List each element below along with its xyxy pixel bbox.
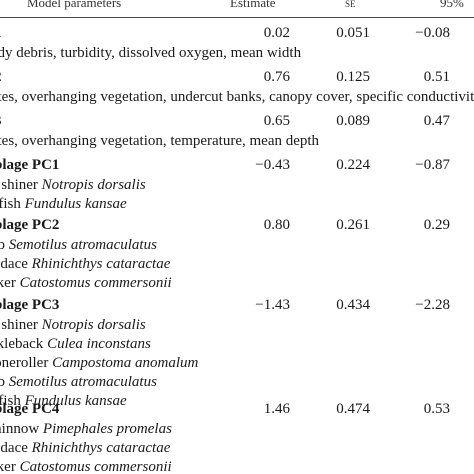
row-ci: −2.28 bbox=[415, 297, 450, 313]
species-line: lifish Fundulus kansae bbox=[0, 392, 127, 410]
row-description: ytes, overhanging vegetation, temperatur… bbox=[0, 133, 320, 149]
row-se: 0.051 bbox=[336, 25, 370, 41]
row-ci: 0.53 bbox=[423, 401, 450, 417]
row-ci: 0.47 bbox=[423, 113, 450, 129]
species-latin-name: Rhinichthys cataractae bbox=[31, 256, 171, 272]
row-ci: −0.87 bbox=[415, 157, 450, 173]
species-line: lifish Fundulus kansae bbox=[0, 195, 127, 213]
row-estimate: 0.76 bbox=[263, 69, 290, 85]
species-common-name: minnow bbox=[0, 421, 40, 437]
species-latin-name: Semotilus atromaculatus bbox=[8, 237, 157, 253]
species-line: e dace Rhinichthys cataractae bbox=[0, 255, 170, 273]
species-common-name: ckleback bbox=[0, 336, 44, 352]
row-name: 3 bbox=[0, 112, 2, 130]
species-latin-name: Notropis dorsalis bbox=[41, 317, 146, 333]
row-name: blage PC1 bbox=[0, 157, 60, 173]
row-ci: −0.08 bbox=[415, 25, 450, 41]
row-name: blage PC4 bbox=[0, 401, 60, 417]
species-latin-name: Semotilus atromaculatus bbox=[8, 374, 157, 390]
species-common-name: n shiner bbox=[0, 177, 38, 193]
header-se: se bbox=[345, 0, 356, 10]
header-ci: 95% bbox=[440, 0, 464, 10]
row-name: blage PC2 bbox=[0, 217, 60, 233]
species-latin-name: Pimephales promelas bbox=[42, 421, 172, 437]
species-latin-name: Rhinichthys cataractae bbox=[31, 440, 171, 456]
species-latin-name: Fundulus kansae bbox=[24, 196, 127, 212]
species-latin-name: Culea inconstans bbox=[47, 336, 151, 352]
row-description: ody debris, turbidity, dissolved oxygen,… bbox=[0, 45, 302, 61]
row-estimate: −0.43 bbox=[255, 157, 290, 173]
header-model-parameters: Model parameters bbox=[27, 0, 122, 10]
species-line: cker Catostomus commersonii bbox=[0, 274, 172, 292]
species-line: ub Semotilus atromaculatus bbox=[0, 236, 157, 254]
species-latin-name: Fundulus kansae bbox=[24, 393, 127, 409]
species-latin-name: Notropis dorsalis bbox=[41, 177, 146, 193]
species-common-name: lifish bbox=[0, 393, 21, 409]
row-ci: 0.29 bbox=[423, 217, 450, 233]
header-estimate: Estimate bbox=[230, 0, 276, 10]
species-common-name: e dace bbox=[0, 256, 28, 272]
species-line: minnow Pimephales promelas bbox=[0, 420, 172, 438]
species-line: cker Catostomus commersonii bbox=[0, 458, 172, 474]
row-se: 0.474 bbox=[336, 401, 370, 417]
species-common-name: cker bbox=[0, 459, 16, 474]
species-line: ckleback Culea inconstans bbox=[0, 335, 151, 353]
species-common-name: toneroller bbox=[0, 355, 49, 371]
row-se: 0.261 bbox=[336, 217, 370, 233]
species-line: e dace Rhinichthys cataractae bbox=[0, 439, 170, 457]
row-estimate: 0.02 bbox=[263, 25, 290, 41]
species-common-name: cker bbox=[0, 275, 16, 291]
species-latin-name: Campostoma anomalum bbox=[52, 355, 199, 371]
species-common-name: ub bbox=[0, 237, 5, 253]
row-se: 0.089 bbox=[336, 113, 370, 129]
row-estimate: 0.80 bbox=[263, 217, 290, 233]
row-name: 1 bbox=[0, 24, 2, 42]
row-estimate: −1.43 bbox=[255, 297, 290, 313]
species-latin-name: Catostomus commersonii bbox=[19, 459, 172, 474]
species-line: toneroller Campostoma anomalum bbox=[0, 354, 198, 372]
row-name: 2 bbox=[0, 68, 2, 86]
species-common-name: e dace bbox=[0, 440, 28, 456]
species-common-name: ub bbox=[0, 374, 5, 390]
row-description: ytes, overhanging vegetation, undercut b… bbox=[0, 89, 474, 105]
row-estimate: 0.65 bbox=[263, 113, 290, 129]
species-latin-name: Catostomus commersonii bbox=[19, 275, 172, 291]
species-common-name: n shiner bbox=[0, 317, 38, 333]
row-se: 0.434 bbox=[336, 297, 370, 313]
row-estimate: 1.46 bbox=[263, 401, 290, 417]
row-se: 0.224 bbox=[336, 157, 370, 173]
header-rule bbox=[0, 17, 474, 18]
row-ci: 0.51 bbox=[423, 69, 450, 85]
species-common-name: lifish bbox=[0, 196, 21, 212]
species-line: n shiner Notropis dorsalis bbox=[0, 316, 146, 334]
species-line: ub Semotilus atromaculatus bbox=[0, 373, 157, 391]
row-name: blage PC3 bbox=[0, 297, 60, 313]
row-se: 0.125 bbox=[336, 69, 370, 85]
species-line: n shiner Notropis dorsalis bbox=[0, 176, 146, 194]
